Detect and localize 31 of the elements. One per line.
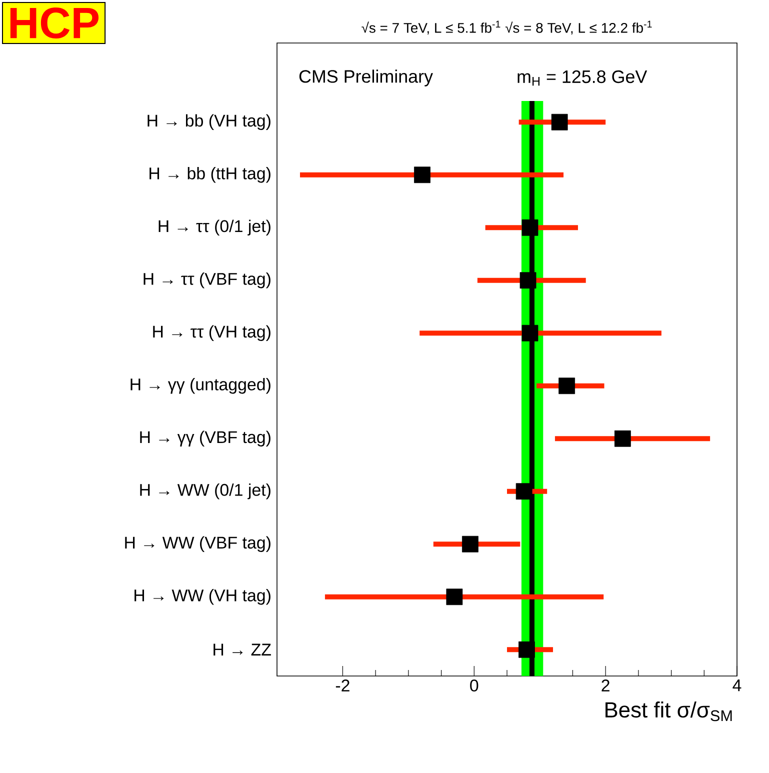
y-tick-label: H → ττ (VH tag) xyxy=(153,325,270,342)
text: CMS Preliminary xyxy=(299,70,433,86)
x-axis-title: Best fit σ/σ$_{SM}$ xyxy=(606,702,732,722)
y-tick-label: H → bb (ttH tag) xyxy=(150,166,270,183)
point xyxy=(414,166,430,184)
y-tick-label: H → γγ (VBF tag) xyxy=(140,430,270,447)
x-tick-label: -2 xyxy=(336,680,350,692)
y-tick-label: H → ττ (0/1 jet) xyxy=(158,220,270,236)
text: HCP xyxy=(10,7,99,39)
y-tick-label: H → ττ (VBF tag) xyxy=(144,272,270,288)
x-tick-label: 2 xyxy=(602,680,610,692)
x-tick-label: 4 xyxy=(732,680,742,692)
y-tick-label: H → ZZ xyxy=(214,644,271,656)
y-tick-label: H → γγ (untagged) xyxy=(130,378,270,394)
point xyxy=(614,430,631,447)
point xyxy=(558,378,575,394)
y-tick-label: H → WW (VBF tag) xyxy=(125,536,270,552)
point xyxy=(462,536,478,552)
point xyxy=(446,588,463,606)
y-tick-label: H → WW (0/1 jet) xyxy=(140,483,270,500)
point xyxy=(516,483,532,500)
y-tick-label: H → WW (VH tag) xyxy=(134,588,270,605)
point xyxy=(551,114,568,130)
x-tick-label: 0 xyxy=(470,680,478,692)
point xyxy=(522,324,538,342)
point xyxy=(520,272,536,289)
point xyxy=(518,641,535,658)
point xyxy=(522,219,538,236)
text: √s = 7 TeV, L ≤ 5.1 fb$^{-1}$ √s = 8 TeV, L ≤ 12.2 fb$^{-1}$ xyxy=(362,20,652,34)
text: m$_{H}$ = 125.8 GeV xyxy=(518,70,648,86)
y-tick-label: H → bb (VH tag) xyxy=(148,114,270,130)
